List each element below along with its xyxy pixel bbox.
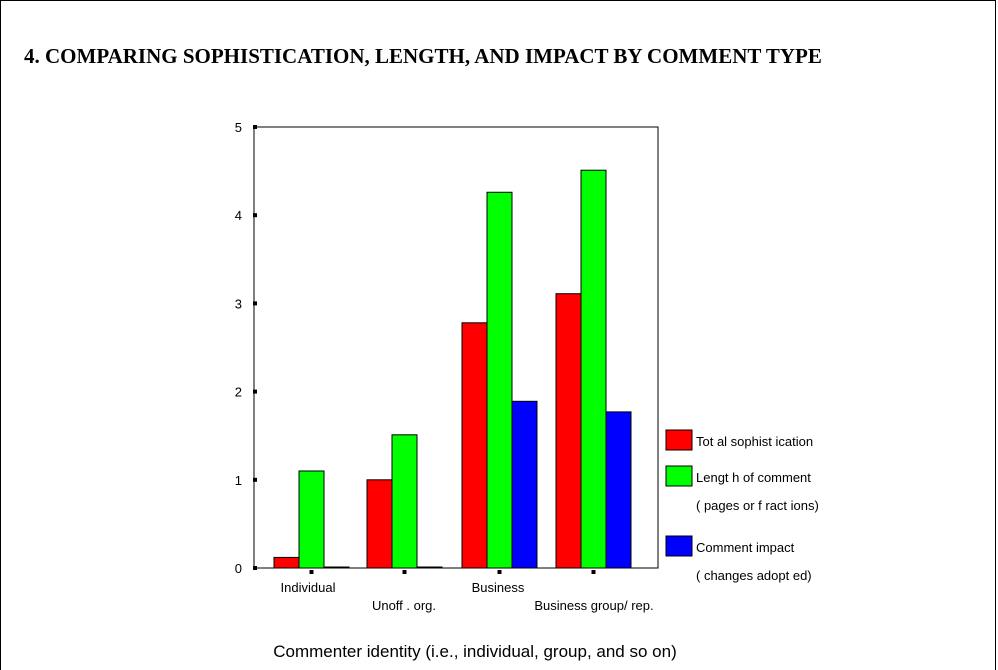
bar-impact: [323, 566, 350, 569]
plot-area: [253, 126, 659, 569]
x-tick-mark: [309, 570, 314, 574]
bars: [273, 169, 632, 569]
legend-label: Tot al sophist ication: [696, 434, 813, 449]
legend-label-line2: ( changes adopt ed): [696, 568, 812, 583]
legend-label-line2: ( pages or f ract ions): [696, 498, 819, 513]
legend-swatch: [665, 465, 693, 487]
y-tick-mark: [253, 477, 257, 482]
bar-length: [391, 434, 418, 569]
x-axis: Individual Unoff . org. Business Business g…: [281, 570, 654, 613]
legend: Tot al sophist ication Lengt h of comment…: [665, 429, 819, 583]
bar-length: [486, 191, 513, 569]
x-tick-mark: [591, 570, 596, 574]
y-tick-label: 0: [235, 561, 242, 576]
y-tick-label: 1: [235, 473, 242, 488]
x-category-label: Unoff . org.: [372, 598, 436, 613]
page-title: 4. COMPARING SOPHISTICATION, LENGTH, AND…: [24, 44, 822, 68]
x-category-label: Business group/ rep.: [534, 598, 653, 613]
legend-swatch: [665, 429, 693, 451]
y-tick-label: 3: [235, 296, 242, 311]
y-tick-mark: [253, 301, 257, 306]
bar-sophistication: [366, 479, 393, 569]
x-tick-mark: [497, 570, 502, 574]
legend-label: Lengt h of comment: [696, 470, 811, 485]
y-tick-label: 5: [235, 120, 242, 135]
y-tick-label: 2: [235, 385, 242, 400]
plot-frame: [253, 126, 659, 569]
x-category-label: Business: [472, 580, 525, 595]
y-axis: 0 1 2 3 4 5: [235, 120, 257, 576]
legend-swatch: [665, 535, 693, 557]
bar-sophistication: [555, 293, 582, 569]
legend-label: Comment impact: [696, 540, 795, 555]
bar-impact: [511, 400, 538, 569]
y-tick-mark: [253, 566, 257, 570]
x-category-label: Individual: [281, 580, 336, 595]
y-tick-label: 4: [235, 208, 242, 223]
y-tick-mark: [253, 125, 257, 129]
bar-impact: [416, 566, 443, 569]
y-tick-mark: [253, 389, 257, 394]
bar-length: [580, 169, 607, 569]
bar-length: [298, 470, 325, 569]
bar-sophistication: [461, 322, 488, 569]
x-axis-title: Commenter identity (i.e., individual, gr…: [273, 642, 676, 661]
bar-sophistication: [273, 556, 300, 569]
x-tick-mark: [402, 570, 407, 574]
y-tick-mark: [253, 213, 257, 218]
bar-impact: [605, 411, 632, 569]
